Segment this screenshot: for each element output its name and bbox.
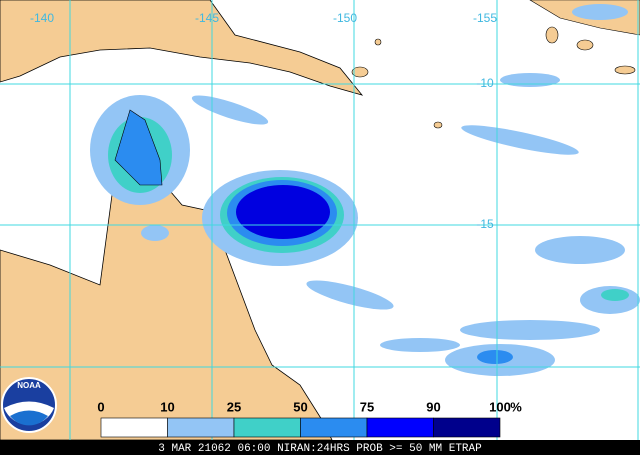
- legend-label: 90: [426, 399, 440, 414]
- legend-label: 100: [489, 399, 511, 414]
- legend-bin: [433, 417, 501, 438]
- legend-bin: [233, 417, 301, 438]
- lon-label: -150: [333, 11, 357, 25]
- lon-label: -145: [195, 11, 219, 25]
- legend-unit: %: [510, 399, 522, 414]
- legend-bin: [100, 417, 168, 438]
- color-legend: 0 10 25 50 75 90 100%: [97, 399, 522, 438]
- lat-label: -10: [476, 76, 494, 90]
- footer-text: 3 MAR 21062 06:00 NIRAN:24HRS PROB >= 50…: [158, 443, 482, 455]
- legend-bin: [167, 417, 235, 438]
- logo-text: NOAA: [17, 381, 41, 390]
- legend-bin: [366, 417, 434, 438]
- noaa-logo: NOAA: [1, 377, 57, 433]
- legend-label: 50: [293, 399, 307, 414]
- land-new-guinea: [0, 0, 364, 96]
- legend-label: 0: [97, 399, 104, 414]
- lon-label: -140: [30, 11, 54, 25]
- lon-label: -155: [473, 11, 497, 25]
- footer-bar: [0, 440, 640, 455]
- legend-label: 75: [360, 399, 374, 414]
- legend-bin: [300, 417, 368, 438]
- legend-label: 10: [160, 399, 174, 414]
- graticule: [0, 0, 640, 440]
- lat-label: -15: [476, 217, 494, 231]
- legend-label: 25: [227, 399, 241, 414]
